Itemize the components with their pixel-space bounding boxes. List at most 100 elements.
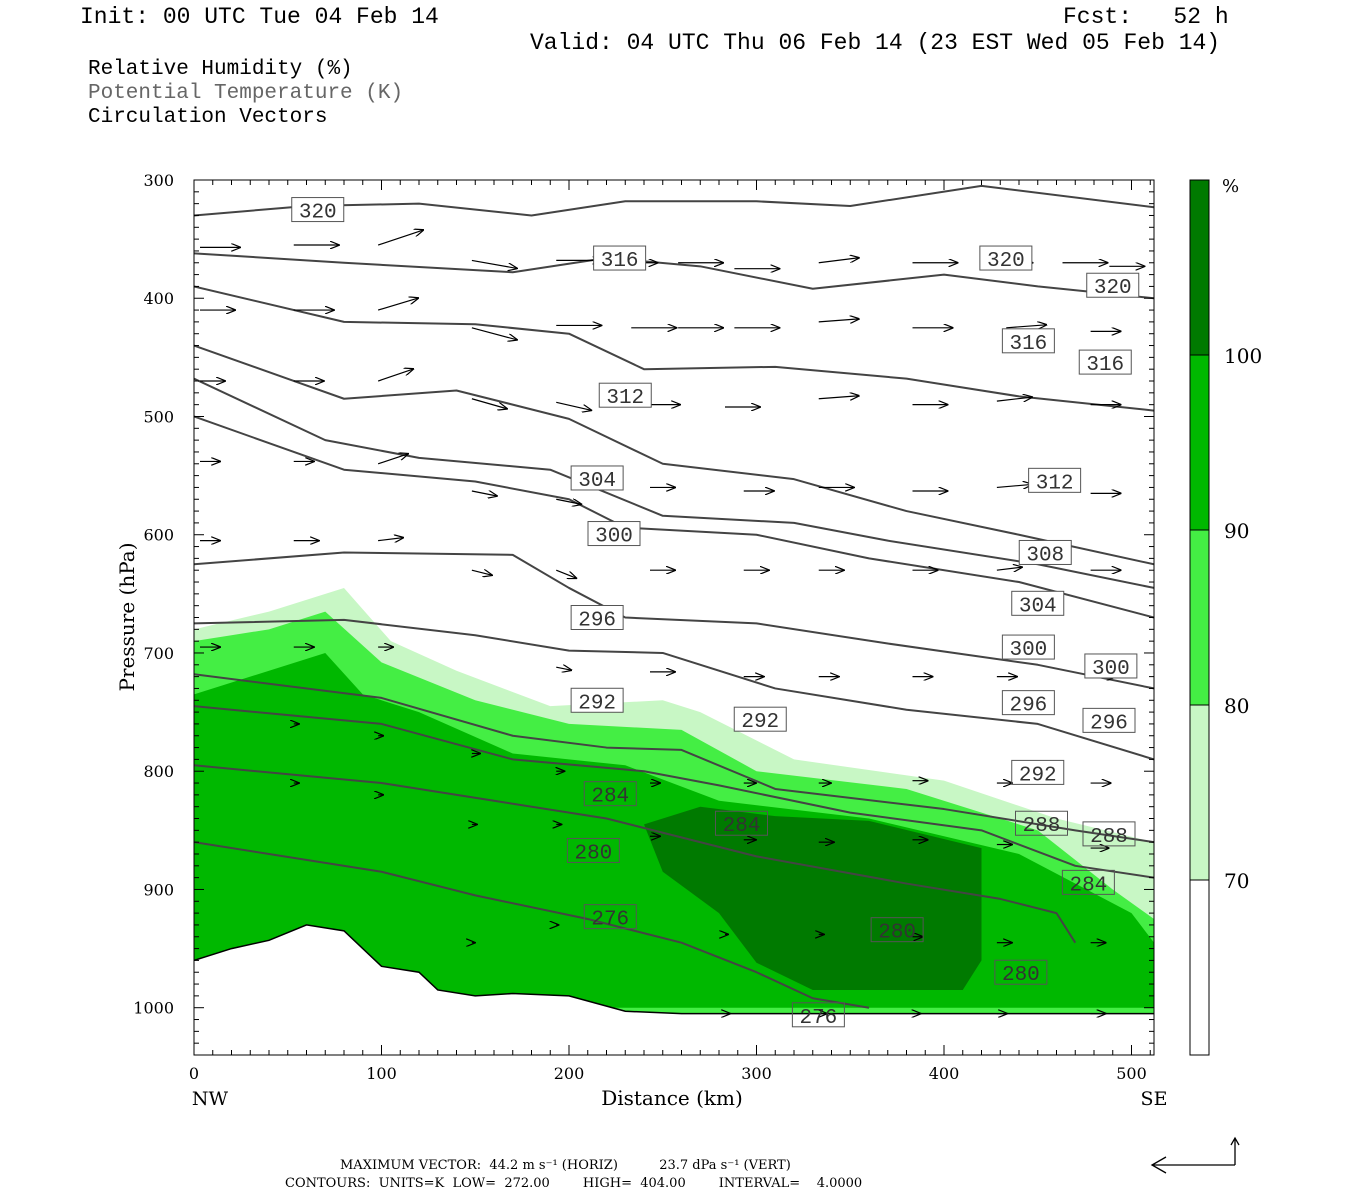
terrain-mask <box>194 924 1154 1055</box>
circulation-vector <box>996 484 1032 487</box>
contour-label: 288 <box>1082 821 1136 849</box>
svg-text:284: 284 <box>591 786 629 809</box>
colorbar-label: 90 <box>1224 519 1249 543</box>
svg-text:320: 320 <box>987 250 1025 273</box>
colorbar-segment <box>1189 354 1210 531</box>
contour-label: 312 <box>1028 467 1082 495</box>
circulation-vector <box>377 230 423 246</box>
svg-text:308: 308 <box>1026 544 1064 567</box>
circulation-vector <box>556 401 591 410</box>
circulation-vector <box>818 258 859 264</box>
theta-contour-316 <box>194 252 1154 300</box>
circulation-vector <box>818 319 859 322</box>
y-tick-label: 500 <box>143 407 174 426</box>
theta-contour-276 <box>194 841 870 1009</box>
theta-contour-308 <box>194 344 1154 566</box>
y-tick-label: 400 <box>143 289 174 308</box>
forecast-hour: Fcst: 52 h <box>1063 4 1229 30</box>
contour-label: 316 <box>1078 349 1132 377</box>
svg-text:312: 312 <box>1036 472 1074 495</box>
contour-label: 284 <box>715 810 768 838</box>
circulation-vector <box>378 538 403 541</box>
contour-label: 320 <box>979 245 1033 273</box>
contour-label: 284 <box>1061 869 1115 897</box>
circulation-vector <box>471 327 517 340</box>
theta-contour-304 <box>194 377 1154 589</box>
contour-label: 316 <box>1001 328 1055 356</box>
y-tick-label: 900 <box>143 880 174 899</box>
circulation-vector <box>818 396 859 399</box>
y-tick-label: 700 <box>143 644 174 663</box>
contour-label: 280 <box>566 837 620 865</box>
x-end-label-right: SE <box>1141 1088 1168 1110</box>
svg-text:304: 304 <box>578 470 616 493</box>
legend-theta: Potential Temperature (K) <box>88 82 404 105</box>
svg-text:296: 296 <box>1009 695 1047 718</box>
theta-contour-280 <box>194 764 1077 944</box>
contour-label: 284 <box>583 781 637 809</box>
circulation-vector <box>377 369 413 382</box>
circulation-vector <box>556 667 571 670</box>
footer-max-vector: MAXIMUM VECTOR: 44.2 m s⁻¹ (HORIZ) 23.7 … <box>340 1158 791 1173</box>
contour-label: 300 <box>1001 634 1055 662</box>
circulation-vector <box>377 298 418 311</box>
contour-label: 296 <box>1082 707 1136 735</box>
contour-label: 320 <box>1086 272 1140 300</box>
circulation-vector <box>556 569 576 578</box>
colorbar-label: 80 <box>1224 694 1249 718</box>
svg-text:276: 276 <box>799 1007 837 1030</box>
svg-text:280: 280 <box>1002 964 1040 987</box>
contour-label: 292 <box>1011 759 1065 787</box>
colorbar-segment <box>1189 879 1210 1056</box>
contour-label: 300 <box>1084 653 1138 681</box>
contour-label: 292 <box>570 687 624 715</box>
svg-text:292: 292 <box>1019 764 1057 787</box>
y-tick-label: 300 <box>143 171 174 190</box>
contour-label: 308 <box>1018 539 1072 567</box>
terrain-line <box>194 924 1154 1015</box>
svg-text:300: 300 <box>1092 658 1130 681</box>
contour-label: 280 <box>994 959 1048 987</box>
svg-text:280: 280 <box>574 842 612 865</box>
theta-contour-296 <box>194 551 1154 690</box>
y-tick-label: 1000 <box>133 999 174 1018</box>
x-tick-label: 300 <box>741 1064 772 1083</box>
footer-contours: CONTOURS: UNITS=K LOW= 272.00 HIGH= 404.… <box>285 1176 863 1191</box>
svg-text:288: 288 <box>1090 826 1128 849</box>
svg-text:280: 280 <box>878 922 916 945</box>
colorbar-segment <box>1189 179 1210 356</box>
contour-label: 316 <box>593 245 647 273</box>
contour-label: 320 <box>291 197 345 225</box>
contour-label: 300 <box>587 521 641 549</box>
contour-label: 276 <box>791 1002 845 1030</box>
y-tick-label: 800 <box>143 762 174 781</box>
circulation-vector <box>471 491 497 496</box>
init-time: Init: 00 UTC Tue 04 Feb 14 <box>80 4 439 30</box>
svg-text:316: 316 <box>1009 333 1047 356</box>
theta-contour-312 <box>194 285 1154 412</box>
x-tick-label: 0 <box>189 1064 199 1083</box>
svg-text:300: 300 <box>595 526 633 549</box>
contour-label: 292 <box>733 706 787 734</box>
x-axis-label: Distance (km) <box>601 1086 743 1110</box>
contour-label: 312 <box>598 382 652 410</box>
svg-text:316: 316 <box>1086 354 1124 377</box>
circulation-vector <box>996 567 1022 570</box>
colorbar-label: 100 <box>1224 344 1262 368</box>
x-tick-label: 200 <box>554 1064 585 1083</box>
svg-text:276: 276 <box>591 909 629 932</box>
svg-text:316: 316 <box>601 250 639 273</box>
x-tick-label: 500 <box>1116 1064 1147 1083</box>
circulation-vector <box>996 397 1032 401</box>
svg-text:292: 292 <box>578 692 616 715</box>
svg-text:296: 296 <box>578 610 616 633</box>
svg-text:288: 288 <box>1023 815 1061 838</box>
circulation-vector <box>1006 325 1046 328</box>
contour-label: 296 <box>570 605 624 633</box>
contour-label: 296 <box>1001 690 1055 718</box>
svg-text:284: 284 <box>1069 874 1107 897</box>
theta-contour-284 <box>194 705 1154 879</box>
contour-label: 280 <box>870 917 924 945</box>
svg-text:292: 292 <box>741 711 779 734</box>
